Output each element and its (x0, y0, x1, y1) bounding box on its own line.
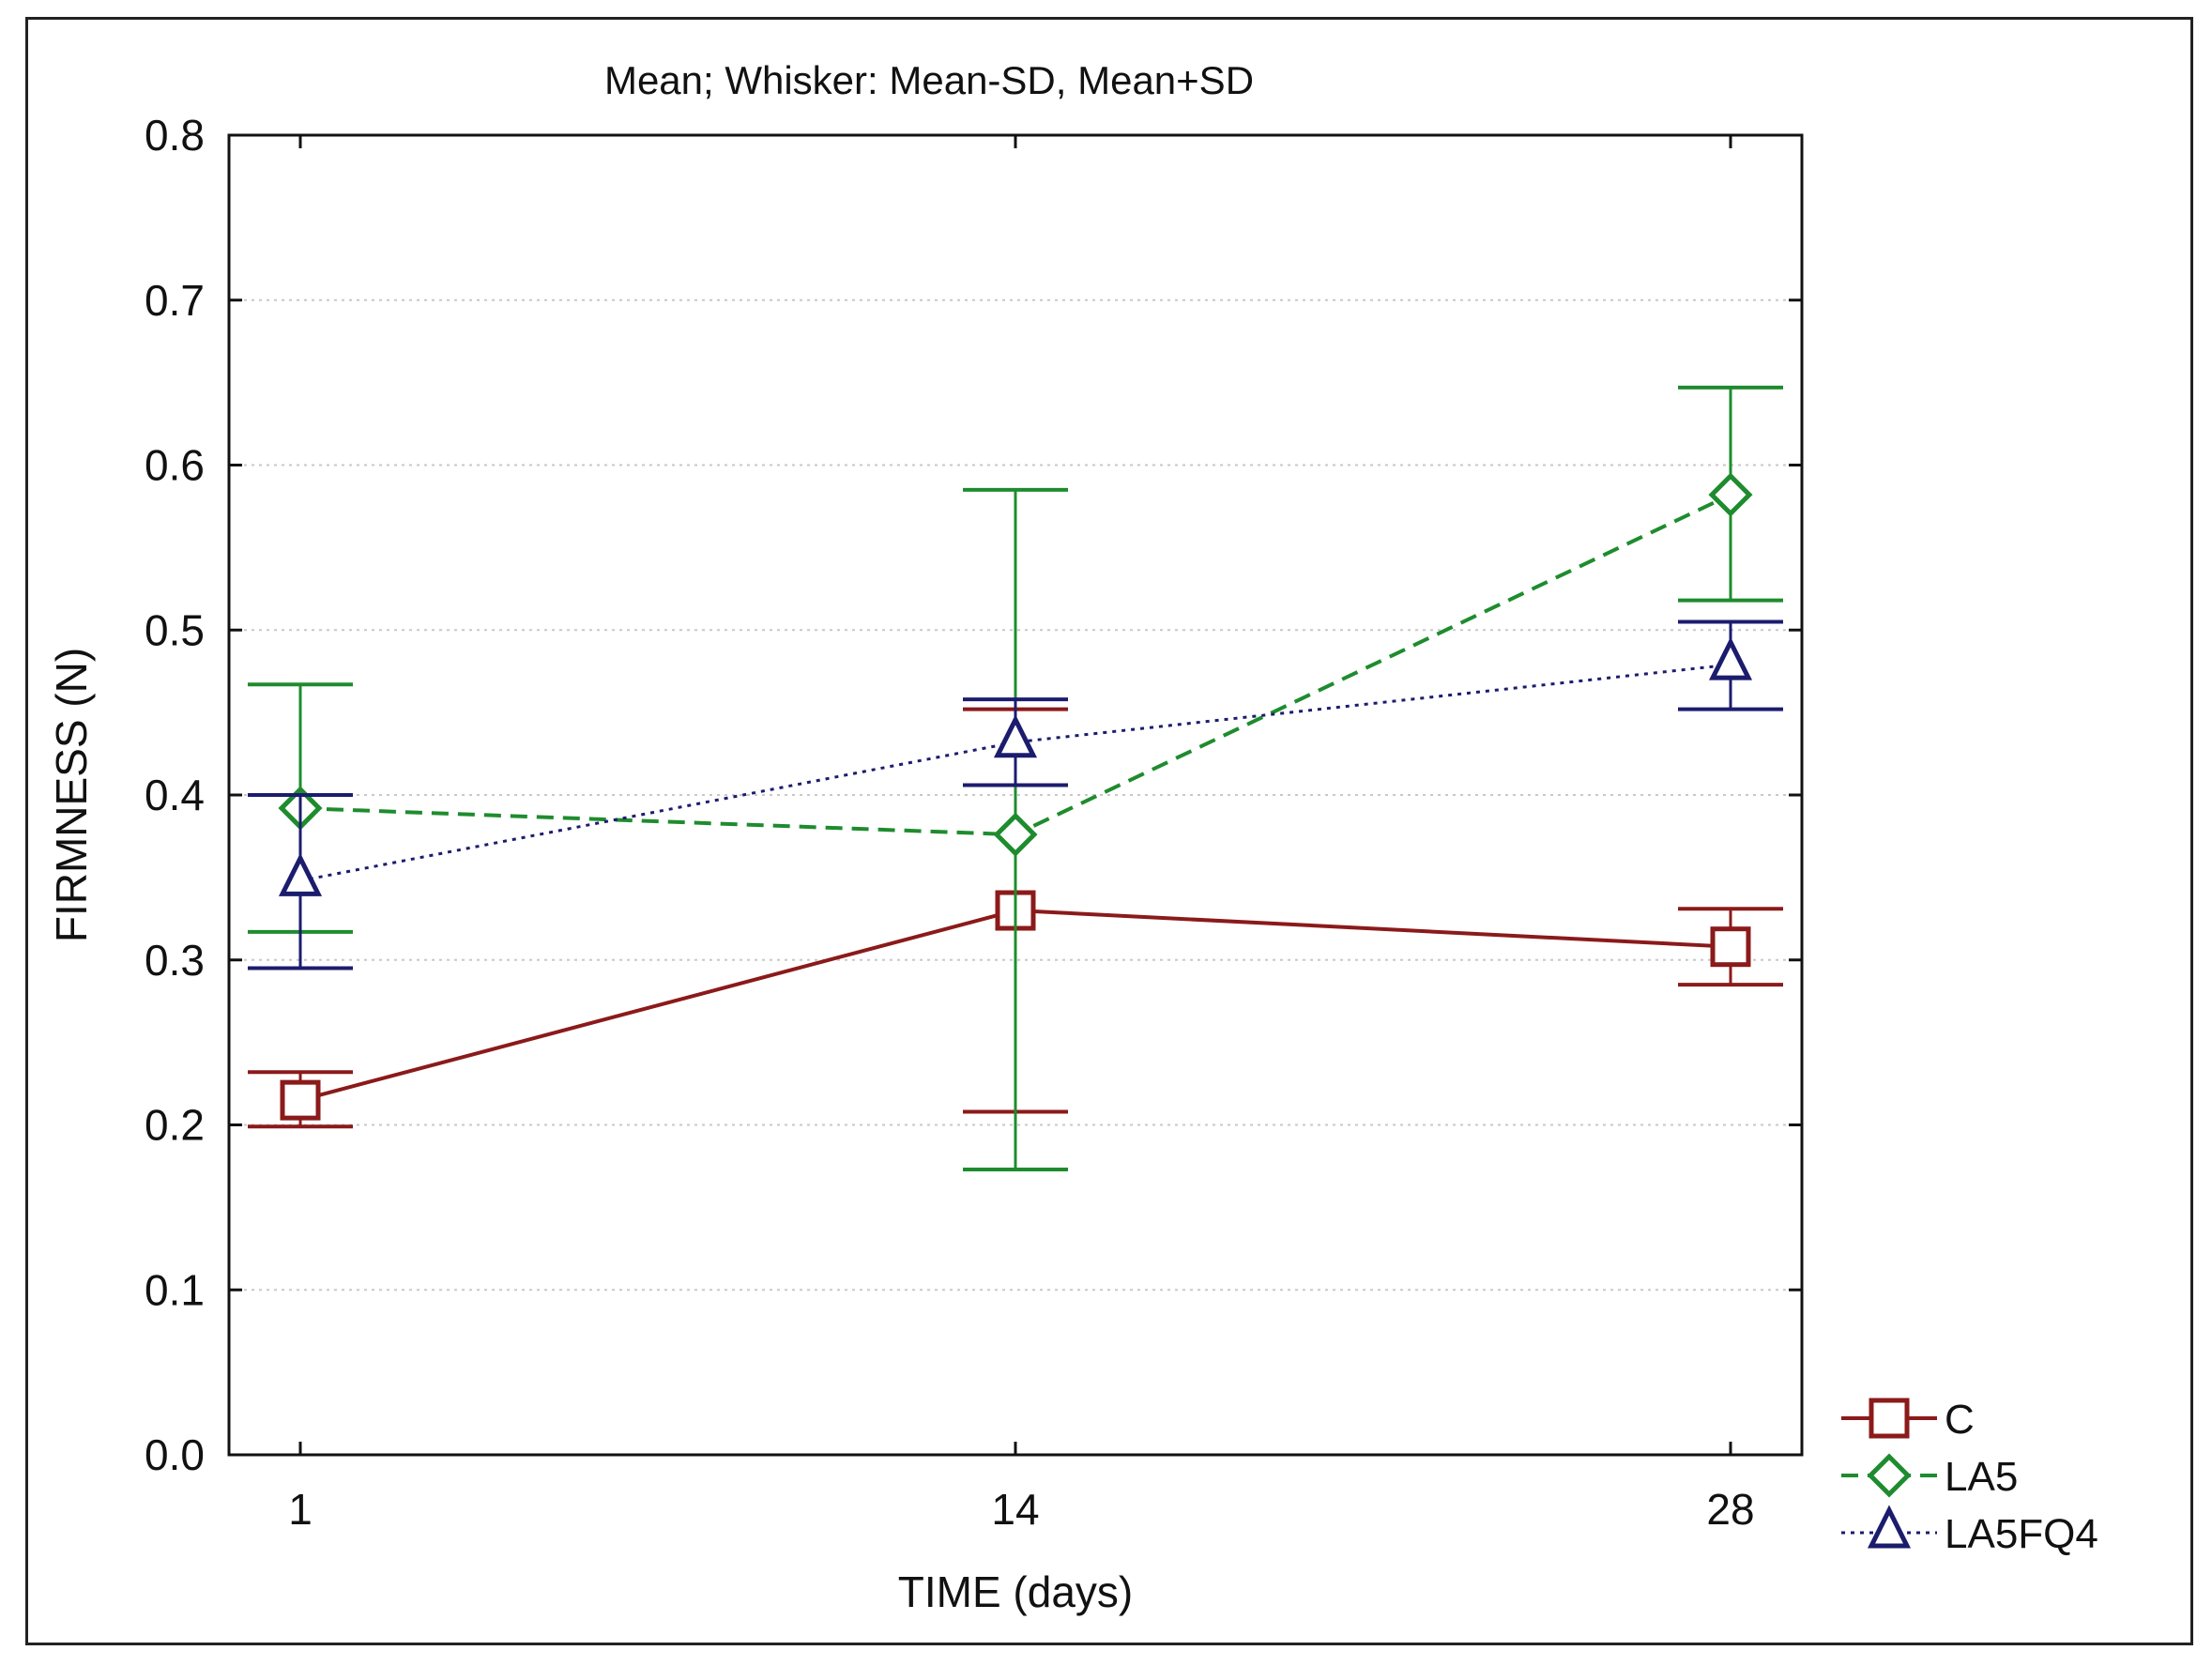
y-tick-label: 0.4 (145, 771, 205, 819)
y-axis-title: FIRMNESS (N) (47, 648, 96, 942)
legend-marker (1867, 1505, 1912, 1549)
data-point-square (1710, 926, 1751, 968)
y-tick-label: 0.0 (145, 1430, 205, 1479)
figure-frame (25, 17, 2193, 1645)
legend-marker (1869, 1398, 1910, 1439)
data-point-diamond (993, 812, 1038, 857)
data-point-triangle (993, 714, 1038, 758)
y-tick-label: 0.2 (145, 1101, 205, 1150)
data-point-triangle (278, 852, 323, 896)
series-layer (248, 385, 1783, 1171)
x-axis: 1 14 28 (288, 135, 1755, 1534)
series-la5fq4 (248, 619, 1783, 971)
x-tick-label: 28 (1706, 1485, 1754, 1534)
chart-title: Mean; Whisker: Mean-SD, Mean+SD (604, 58, 1254, 102)
legend-label: LA5FQ4 (1945, 1511, 2098, 1557)
legend-item-la5fq4: LA5FQ4 (1841, 1505, 2098, 1557)
y-axis: 0.0 0.1 0.2 0.3 0.4 0.5 0.6 0.7 0.8 (145, 111, 1802, 1479)
legend: C LA5 LA5FQ4 (1841, 1397, 2098, 1557)
y-tick-label: 0.8 (145, 111, 205, 160)
series-la5 (248, 385, 1783, 1171)
x-axis-title: TIME (days) (898, 1567, 1133, 1616)
legend-label: C (1945, 1397, 1975, 1443)
y-tick-label: 0.6 (145, 441, 205, 490)
legend-label: LA5 (1945, 1454, 2018, 1500)
data-point-triangle (1708, 636, 1753, 680)
y-tick-label: 0.7 (145, 276, 205, 325)
y-tick-label: 0.5 (145, 605, 205, 654)
legend-item-c: C (1841, 1397, 1975, 1443)
y-tick-label: 0.3 (145, 936, 205, 985)
y-tick-label: 0.1 (145, 1265, 205, 1314)
data-point-diamond (1708, 472, 1753, 517)
data-point-square (280, 1079, 321, 1121)
x-tick-label: 14 (991, 1485, 1039, 1534)
x-tick-label: 1 (288, 1485, 313, 1534)
legend-item-la5: LA5 (1841, 1453, 2018, 1500)
legend-marker (1867, 1453, 1912, 1498)
